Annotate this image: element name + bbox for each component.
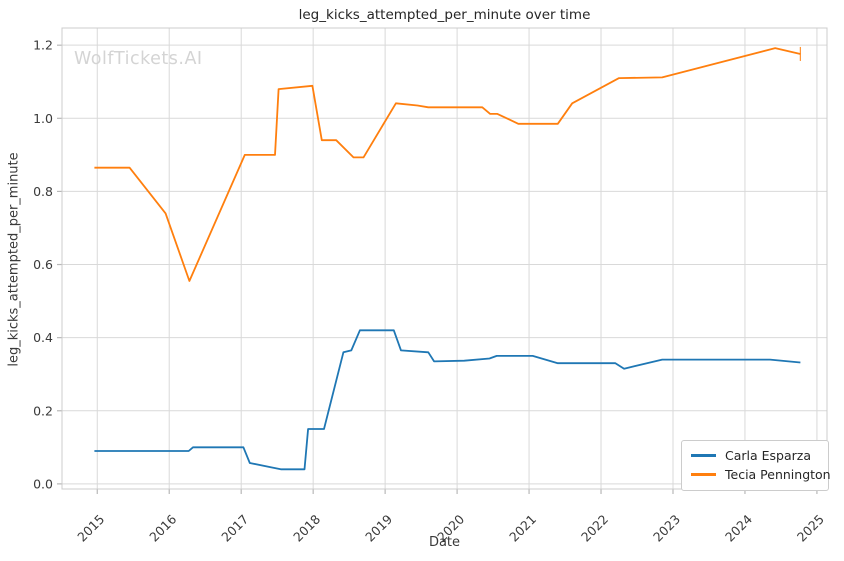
y-tick-label: 1.2 xyxy=(33,38,53,53)
legend-label: Tecia Pennington xyxy=(725,467,831,482)
legend-line-sample-orange xyxy=(691,473,716,476)
tick-layer xyxy=(57,44,818,494)
y-tick-label: 0.2 xyxy=(33,403,53,418)
series-line-tecia-pennington xyxy=(94,47,801,282)
y-tick-label: 1.0 xyxy=(33,111,53,126)
series-layer xyxy=(94,46,801,471)
legend: Carla Esparza Tecia Pennington xyxy=(681,440,831,491)
series-line-carla-esparza xyxy=(94,329,801,471)
y-axis-label: leg_kicks_attempted_per_minute xyxy=(6,152,22,367)
chart-title: leg_kicks_attempted_per_minute over time xyxy=(298,7,591,23)
plot-border xyxy=(61,27,828,490)
legend-label: Carla Esparza xyxy=(725,448,811,463)
legend-line-sample-blue xyxy=(691,454,716,457)
y-tick-label: 0.6 xyxy=(33,257,53,272)
legend-item-tecia-pennington: Tecia Pennington xyxy=(691,465,831,484)
grid-layer xyxy=(62,28,827,489)
y-tick-label: 0.0 xyxy=(33,476,53,491)
y-tick-label: 0.4 xyxy=(33,330,53,345)
x-axis-label: Date xyxy=(428,535,461,550)
y-tick-label: 0.8 xyxy=(33,184,53,199)
watermark: WolfTickets.AI xyxy=(74,49,203,69)
legend-item-carla-esparza: Carla Esparza xyxy=(691,446,819,465)
